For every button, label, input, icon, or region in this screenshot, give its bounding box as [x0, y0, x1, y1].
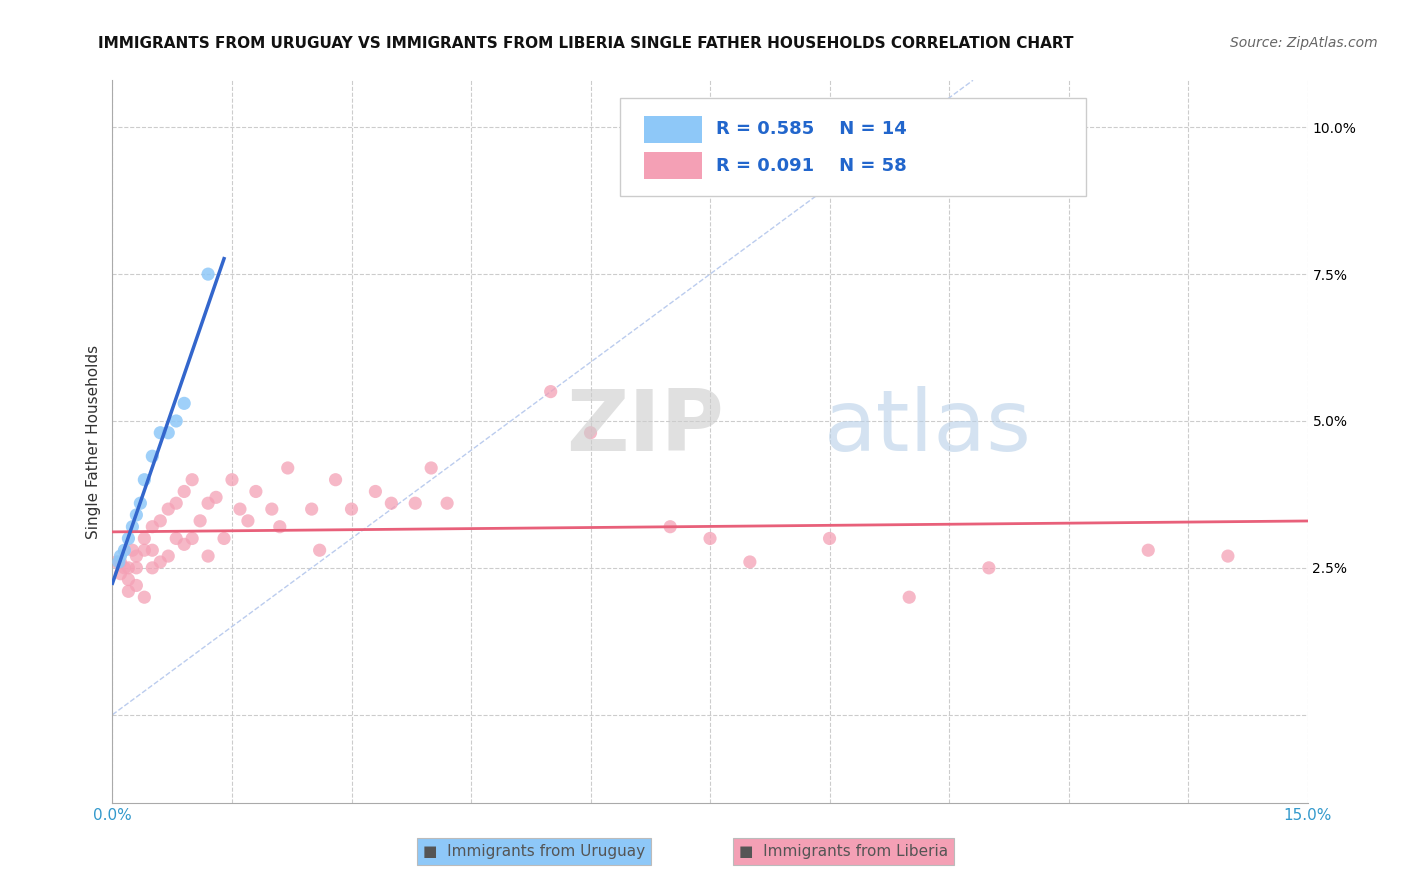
Point [110, 566, 132, 581]
Point [134, 473, 156, 487]
FancyBboxPatch shape [620, 98, 1087, 196]
Point [269, 519, 291, 533]
Point [117, 573, 139, 587]
Point [165, 496, 187, 510]
Point [173, 484, 195, 499]
Point [659, 519, 682, 533]
Point [117, 561, 139, 575]
Point [699, 532, 721, 546]
Point [181, 473, 204, 487]
Text: R = 0.091    N = 58: R = 0.091 N = 58 [716, 156, 907, 175]
Point [141, 561, 163, 575]
Point [340, 502, 363, 516]
Point [134, 543, 156, 558]
Point [141, 449, 163, 463]
Point [165, 414, 187, 428]
Point [229, 502, 252, 516]
Point [173, 396, 195, 410]
Point [149, 555, 172, 569]
Point [110, 555, 132, 569]
Point [212, 532, 235, 546]
Point [121, 543, 143, 558]
Point [121, 519, 143, 533]
Point [157, 502, 180, 516]
Point [221, 473, 243, 487]
Point [436, 496, 458, 510]
Y-axis label: Single Father Households: Single Father Households [86, 344, 101, 539]
Point [1137, 543, 1160, 558]
Point [173, 537, 195, 551]
Point [579, 425, 602, 440]
Point [236, 514, 259, 528]
Point [197, 267, 219, 281]
Point [125, 508, 148, 522]
Bar [644, 116, 702, 143]
Point [157, 549, 180, 563]
Point [114, 543, 135, 558]
Text: atlas: atlas [824, 385, 1032, 468]
Point [125, 561, 148, 575]
Text: Source: ZipAtlas.com: Source: ZipAtlas.com [1230, 36, 1378, 50]
Point [325, 473, 347, 487]
Point [149, 425, 172, 440]
Point [205, 491, 228, 505]
Point [898, 591, 921, 605]
Point [364, 484, 387, 499]
Text: R = 0.585    N = 14: R = 0.585 N = 14 [716, 120, 907, 138]
Point [165, 532, 187, 546]
Point [129, 496, 152, 510]
Point [1216, 549, 1239, 563]
Point [301, 502, 323, 516]
Point [117, 532, 139, 546]
Point [157, 425, 180, 440]
Point [197, 549, 219, 563]
Point [540, 384, 562, 399]
Point [260, 502, 283, 516]
Point [125, 578, 148, 592]
Text: IMMIGRANTS FROM URUGUAY VS IMMIGRANTS FROM LIBERIA SINGLE FATHER HOUSEHOLDS CORR: IMMIGRANTS FROM URUGUAY VS IMMIGRANTS FR… [98, 36, 1074, 51]
Point [277, 461, 299, 475]
Point [420, 461, 443, 475]
Point [105, 555, 128, 569]
Text: ■  Immigrants from Liberia: ■ Immigrants from Liberia [740, 845, 948, 859]
Point [308, 543, 330, 558]
Point [114, 561, 135, 575]
Text: ZIP: ZIP [567, 385, 724, 468]
Point [125, 549, 148, 563]
Point [141, 543, 163, 558]
Point [108, 555, 131, 569]
Point [110, 549, 132, 563]
Point [738, 555, 761, 569]
Point [134, 591, 156, 605]
Point [404, 496, 426, 510]
Point [818, 532, 841, 546]
Point [134, 532, 156, 546]
Point [141, 519, 163, 533]
Point [181, 532, 204, 546]
Point [245, 484, 267, 499]
Point [380, 496, 402, 510]
Point [188, 514, 211, 528]
Point [117, 584, 139, 599]
Point [149, 514, 172, 528]
Point [977, 561, 1000, 575]
Text: ■  Immigrants from Uruguay: ■ Immigrants from Uruguay [423, 845, 645, 859]
Bar [644, 152, 702, 179]
Point [197, 496, 219, 510]
